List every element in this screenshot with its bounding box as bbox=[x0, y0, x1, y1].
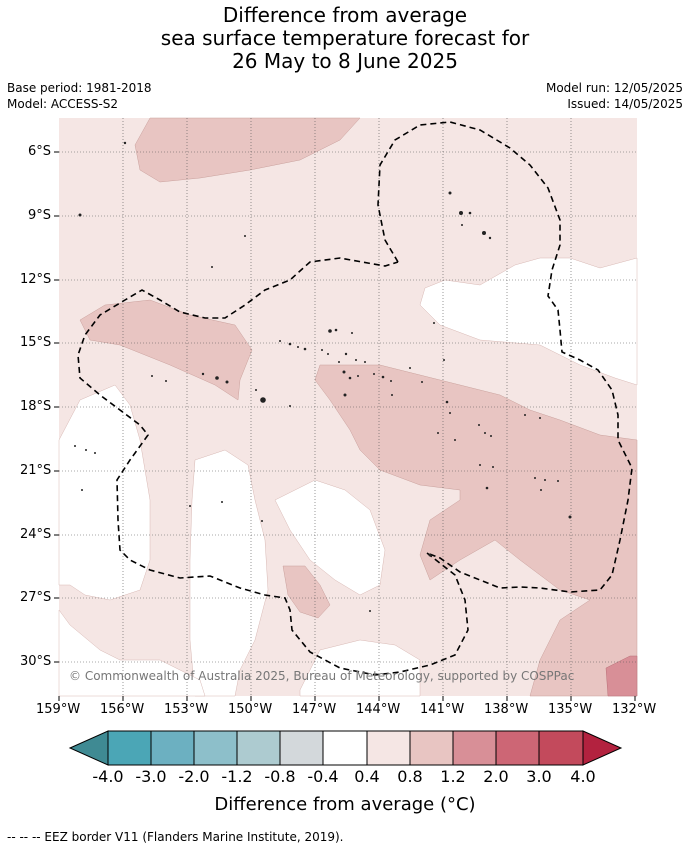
lon-label: 153°W bbox=[164, 702, 209, 717]
lon-label: 132°W bbox=[612, 702, 657, 717]
axis-ticks bbox=[54, 151, 636, 701]
colorbar-swatch-9 bbox=[452, 730, 497, 766]
colorbar-swatch-6 bbox=[322, 730, 368, 766]
lat-label: 9°S bbox=[28, 208, 52, 223]
title-line-1: Difference from average bbox=[222, 3, 468, 27]
lat-label: 24°S bbox=[20, 527, 52, 542]
lon-label: 141°W bbox=[420, 702, 465, 717]
lat-label: 6°S bbox=[28, 144, 52, 159]
hot-region-corner bbox=[605, 655, 638, 697]
lon-label: 159°W bbox=[36, 702, 81, 717]
model-name: Model: ACCESS-S2 bbox=[7, 97, 119, 111]
colorbar-swatch-3 bbox=[193, 730, 238, 766]
islands bbox=[74, 141, 572, 612]
colorbar-min-arrow bbox=[68, 730, 109, 766]
colorbar-tick-label: 3.0 bbox=[526, 767, 552, 786]
lat-label: 12°S bbox=[20, 272, 52, 287]
colorbar-swatch-2 bbox=[150, 730, 195, 766]
lat-label: 27°S bbox=[20, 590, 52, 605]
lon-label: 144°W bbox=[356, 702, 401, 717]
colorbar-tick-label: -0.8 bbox=[264, 767, 296, 786]
lat-label: 21°S bbox=[20, 463, 52, 478]
colorbar-max-arrow bbox=[582, 730, 623, 766]
base-period: Base period: 1981-2018 bbox=[7, 81, 152, 95]
colorbar-swatch-8 bbox=[409, 730, 454, 766]
title-line-2: sea surface temperature forecast for bbox=[160, 26, 530, 50]
colorbar-title: Difference from average (°C) bbox=[214, 794, 476, 815]
colorbar-swatch-5 bbox=[279, 730, 324, 766]
copyright-notice: © Commonwealth of Australia 2025, Bureau… bbox=[69, 669, 575, 683]
colorbar-swatch-7 bbox=[366, 730, 411, 766]
lat-label: 15°S bbox=[20, 335, 52, 350]
model-run: Model run: 12/05/2025 bbox=[545, 81, 683, 95]
colorbar-swatch-1 bbox=[107, 730, 152, 766]
map-gridlines bbox=[59, 118, 637, 696]
colorbar-swatch-10 bbox=[495, 730, 540, 766]
neutral-region-south bbox=[274, 479, 386, 596]
colorbar-tick-label: -3.0 bbox=[135, 767, 167, 786]
issued-date: Issued: 14/05/2025 bbox=[567, 97, 683, 111]
colorbar-tick-label: -0.4 bbox=[307, 767, 339, 786]
colorbar-tick-label: 0.4 bbox=[354, 767, 380, 786]
colorbar-tick-label: -4.0 bbox=[92, 767, 124, 786]
warm-region-southeast bbox=[314, 364, 638, 697]
neutral-region-east bbox=[419, 257, 638, 386]
eez-borders bbox=[77, 121, 633, 676]
lon-label: 135°W bbox=[548, 702, 593, 717]
colorbar-swatch-11 bbox=[538, 730, 584, 766]
colorbar-tick-label: 4.0 bbox=[570, 767, 596, 786]
colorbar-tick-label: 2.0 bbox=[483, 767, 509, 786]
colorbar bbox=[68, 730, 623, 766]
colorbar-tick-label: -1.2 bbox=[221, 767, 253, 786]
colorbar-tick-label: 0.8 bbox=[397, 767, 423, 786]
lon-label: 150°W bbox=[228, 702, 273, 717]
title-line-3: 26 May to 8 June 2025 bbox=[232, 49, 458, 73]
warm-region-north bbox=[134, 117, 361, 183]
lat-label: 18°S bbox=[20, 399, 52, 414]
neutral-region-west bbox=[58, 384, 151, 601]
lat-label: 30°S bbox=[20, 654, 52, 669]
lon-label: 147°W bbox=[292, 702, 337, 717]
lon-label: 138°W bbox=[484, 702, 529, 717]
colorbar-tick-label: -2.0 bbox=[178, 767, 210, 786]
neutral-region-bottom-center bbox=[299, 639, 421, 697]
neutral-region-bottom bbox=[58, 609, 206, 697]
neutral-region-center bbox=[189, 449, 269, 697]
colorbar-tick-label: 1.2 bbox=[440, 767, 466, 786]
eez-footnote: -- -- -- EEZ border V11 (Flanders Marine… bbox=[7, 830, 344, 844]
colorbar-swatch-4 bbox=[236, 730, 281, 766]
lon-label: 156°W bbox=[100, 702, 145, 717]
